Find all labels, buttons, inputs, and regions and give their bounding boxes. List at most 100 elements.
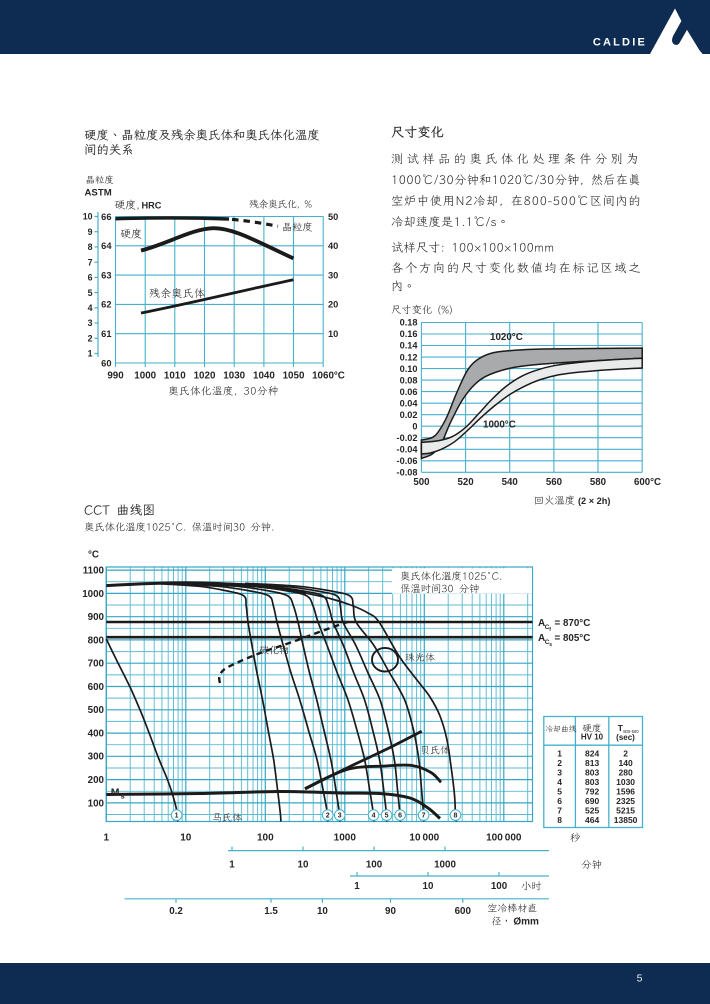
svg-text:-0.04: -0.04 — [397, 445, 419, 455]
svg-text:°C: °C — [88, 550, 99, 561]
svg-text:10: 10 — [317, 906, 328, 917]
svg-text:2: 2 — [623, 749, 628, 759]
svg-text:800: 800 — [88, 635, 105, 646]
svg-text:1596: 1596 — [616, 787, 635, 797]
svg-text:f: f — [549, 627, 551, 633]
svg-text:140: 140 — [619, 758, 633, 768]
svg-text:100: 100 — [491, 881, 508, 892]
svg-text:8: 8 — [454, 813, 458, 820]
svg-text:HV 10: HV 10 — [581, 733, 604, 742]
svg-text:813: 813 — [585, 758, 599, 768]
svg-text:600: 600 — [88, 682, 105, 693]
svg-text:3: 3 — [557, 768, 562, 778]
svg-text:100: 100 — [88, 798, 105, 809]
svg-text:-0.02: -0.02 — [397, 433, 418, 443]
svg-text:1: 1 — [229, 860, 235, 871]
svg-text:1020: 1020 — [194, 371, 216, 382]
svg-text:540: 540 — [502, 477, 518, 488]
svg-text:C: C — [545, 624, 550, 631]
svg-text:1: 1 — [175, 813, 179, 820]
svg-text:280: 280 — [619, 768, 633, 778]
svg-text:1: 1 — [354, 881, 360, 892]
svg-text:0.16: 0.16 — [400, 329, 418, 339]
svg-text:400: 400 — [88, 729, 105, 740]
svg-text:700: 700 — [88, 659, 105, 670]
svg-text:(2 × 2h): (2 × 2h) — [578, 496, 610, 506]
svg-text:10: 10 — [298, 860, 309, 871]
svg-text:10: 10 — [180, 833, 192, 844]
svg-text:0.04: 0.04 — [400, 398, 419, 408]
svg-text:10: 10 — [83, 212, 93, 222]
svg-text:0.2: 0.2 — [169, 906, 183, 917]
svg-text:62: 62 — [101, 300, 111, 310]
svg-text:4: 4 — [557, 777, 562, 787]
svg-text:40: 40 — [328, 241, 338, 251]
svg-text:300: 300 — [88, 752, 105, 763]
svg-text:1020°C: 1020°C — [490, 332, 523, 343]
svg-text:= 870°C: = 870°C — [555, 618, 591, 629]
svg-text:7: 7 — [422, 813, 426, 820]
svg-text:10 000: 10 000 — [409, 833, 439, 844]
svg-text:1000°C: 1000°C — [483, 420, 516, 431]
svg-text:1040: 1040 — [253, 371, 275, 382]
svg-text:2: 2 — [557, 758, 562, 768]
svg-text:5215: 5215 — [616, 806, 635, 816]
svg-text:0.14: 0.14 — [400, 341, 419, 351]
svg-text:200: 200 — [88, 775, 105, 786]
svg-text:7: 7 — [557, 806, 562, 816]
svg-text:10: 10 — [423, 881, 434, 892]
svg-text:5: 5 — [385, 813, 389, 820]
svg-text:13850: 13850 — [614, 815, 638, 825]
svg-text:= 805°C: = 805°C — [555, 633, 591, 644]
svg-text:1060°C: 1060°C — [312, 371, 345, 382]
svg-text:4: 4 — [88, 303, 93, 313]
svg-text:20: 20 — [328, 300, 338, 310]
svg-text:100 000: 100 000 — [486, 833, 522, 844]
svg-text:690: 690 — [585, 796, 599, 806]
svg-text:1030: 1030 — [616, 777, 635, 787]
svg-text:1000: 1000 — [82, 589, 104, 600]
svg-text:50: 50 — [328, 212, 338, 222]
svg-text:64: 64 — [101, 241, 112, 251]
svg-text:900: 900 — [88, 612, 105, 623]
svg-text:8: 8 — [557, 815, 562, 825]
svg-text:2: 2 — [326, 813, 330, 820]
svg-text:-0.08: -0.08 — [397, 468, 418, 478]
svg-text:600: 600 — [455, 906, 472, 917]
svg-text:5: 5 — [637, 973, 643, 985]
svg-text:1030: 1030 — [223, 371, 245, 382]
svg-text:1000: 1000 — [434, 860, 456, 871]
svg-text:66: 66 — [101, 212, 111, 222]
svg-text:T: T — [618, 723, 624, 733]
svg-text:1.5: 1.5 — [264, 906, 278, 917]
svg-text:500: 500 — [413, 477, 429, 488]
svg-text:803: 803 — [585, 777, 599, 787]
svg-text:0.10: 0.10 — [400, 364, 418, 374]
svg-text:0.08: 0.08 — [400, 375, 418, 385]
svg-text:0.06: 0.06 — [400, 387, 418, 397]
svg-text:3: 3 — [338, 813, 342, 820]
svg-text:2: 2 — [88, 334, 93, 344]
svg-text:1010: 1010 — [164, 371, 186, 382]
svg-text:990: 990 — [107, 371, 124, 382]
svg-text:10: 10 — [328, 329, 338, 339]
svg-text:(sec): (sec) — [616, 733, 635, 742]
svg-text:520: 520 — [458, 477, 474, 488]
svg-text:800-500: 800-500 — [623, 729, 639, 734]
svg-text:A: A — [538, 618, 545, 629]
svg-text:580: 580 — [590, 477, 606, 488]
svg-text:30: 30 — [328, 270, 338, 280]
svg-text:3: 3 — [88, 318, 93, 328]
svg-text:HRC: HRC — [142, 201, 162, 211]
svg-text:525: 525 — [585, 806, 599, 816]
svg-text:5: 5 — [557, 787, 562, 797]
svg-text:1000: 1000 — [134, 371, 156, 382]
svg-text:1: 1 — [104, 833, 110, 844]
svg-text:1000: 1000 — [334, 833, 357, 844]
svg-text:803: 803 — [585, 768, 599, 778]
svg-text:8: 8 — [88, 242, 93, 252]
svg-text:A: A — [538, 633, 545, 644]
svg-text:63: 63 — [101, 270, 111, 280]
svg-text:61: 61 — [101, 329, 111, 339]
svg-text:ASTM: ASTM — [85, 187, 112, 198]
